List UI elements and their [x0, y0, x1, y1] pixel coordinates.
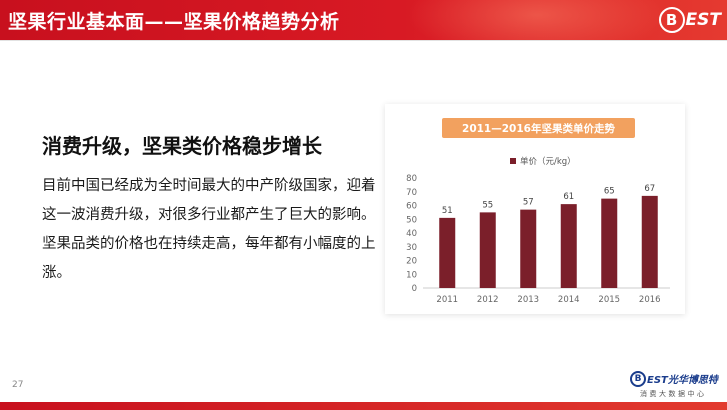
bottom-bar	[0, 402, 727, 410]
header-decoration	[407, 0, 667, 40]
x-tick-label-2016: 2016	[639, 295, 661, 305]
y-tick-label: 10	[406, 270, 417, 280]
legend-label: 单价（元/kg）	[520, 156, 576, 167]
page-number: 27	[12, 380, 24, 390]
chart-legend: 单价（元/kg）	[510, 156, 576, 167]
y-tick-label: 30	[406, 243, 417, 253]
bar-2015	[601, 198, 618, 288]
data-label-2011: 51	[442, 206, 453, 216]
header-divider	[0, 40, 727, 41]
data-label-2013: 57	[523, 198, 534, 208]
section-headline: 消费升级，坚果类价格稳步增长	[42, 134, 322, 158]
header-logo-text: EST	[685, 10, 721, 30]
x-axis: 2011 2012 2013 2014 2015 2016	[436, 295, 660, 305]
y-tick-label: 80	[406, 174, 417, 184]
bar-2013	[520, 209, 537, 288]
header-logo-letter: B	[658, 7, 685, 33]
bar-2011	[439, 217, 456, 288]
y-axis: 0 10 20 30 40 50 60 70 80	[406, 174, 417, 294]
y-tick-label: 40	[406, 229, 417, 239]
header-logo: B EST	[658, 6, 721, 34]
y-tick-label: 50	[406, 215, 417, 225]
data-labels: 51 55 57 61 65 67	[442, 184, 655, 216]
chart-title: 2011—2016年坚果类单价走势	[442, 118, 635, 138]
y-tick-label: 60	[406, 202, 417, 212]
page-title: 坚果行业基本面——坚果价格趋势分析	[8, 11, 340, 33]
bar-series	[439, 195, 658, 288]
footer-logo-subtitle: 消费大数据中心	[640, 390, 707, 398]
footer-logo-letter: B	[630, 371, 646, 387]
footer-logo: B EST光华博思特 消费大数据中心	[630, 370, 722, 400]
x-tick-label-2014: 2014	[558, 295, 580, 305]
data-label-2016: 67	[644, 184, 655, 194]
data-label-2012: 55	[482, 200, 493, 210]
footer-logo-name: EST光华博思特	[647, 375, 718, 386]
body-paragraph: 目前中国已经成为全时间最大的中产阶级国家，迎着这一波消费升级，对很多行业都产生了…	[42, 178, 376, 281]
x-tick-label-2011: 2011	[436, 295, 458, 305]
data-label-2014: 61	[563, 192, 574, 202]
legend-swatch	[510, 158, 516, 164]
x-tick-label-2015: 2015	[598, 295, 620, 305]
x-tick-label-2013: 2013	[517, 295, 539, 305]
y-tick-label: 70	[406, 188, 417, 198]
header-bar: 坚果行业基本面——坚果价格趋势分析 B EST	[0, 0, 727, 40]
bar-2012	[479, 212, 496, 288]
y-tick-label: 20	[406, 257, 417, 267]
bar-2016	[641, 195, 658, 288]
data-label-2015: 65	[604, 187, 615, 197]
bar-2014	[560, 204, 577, 288]
y-tick-label: 0	[412, 284, 417, 294]
x-tick-label-2012: 2012	[477, 295, 499, 305]
